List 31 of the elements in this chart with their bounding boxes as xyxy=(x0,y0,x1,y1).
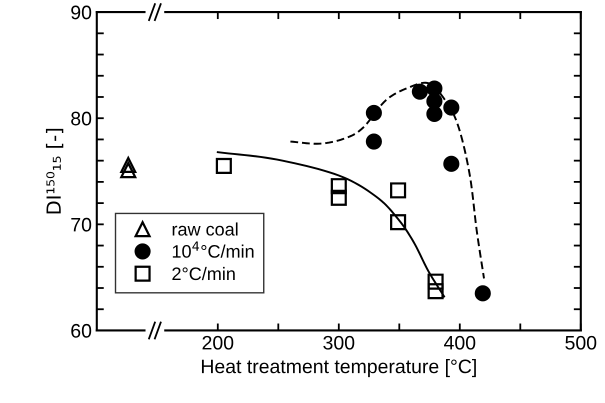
x-tick-label: 500 xyxy=(565,336,596,350)
y-tick-label: 80 xyxy=(71,112,92,126)
point xyxy=(366,134,382,150)
legend-label: raw coal xyxy=(172,222,238,236)
legend-label: 2°C/min xyxy=(172,266,235,280)
x-tick-label: 200 xyxy=(202,336,234,350)
y-axis-title: DI¹⁵⁰₁₅ [-] xyxy=(46,128,64,214)
x-tick-label: 300 xyxy=(323,336,354,350)
x-axis-title: Heat treatment temperature [°C] xyxy=(202,359,476,378)
point xyxy=(426,93,442,110)
point xyxy=(120,156,136,173)
y-tick-label: 60 xyxy=(71,324,92,338)
point xyxy=(366,104,382,121)
point xyxy=(426,106,442,122)
point xyxy=(428,283,444,300)
legend-label: 10$^{4}$°C/min xyxy=(172,242,254,258)
point xyxy=(390,182,406,198)
point xyxy=(120,162,136,178)
point xyxy=(474,285,491,302)
x-tick-label: 400 xyxy=(444,336,476,350)
point xyxy=(330,178,347,194)
point xyxy=(426,80,442,97)
y-tick-label: 90 xyxy=(71,6,92,20)
point xyxy=(443,100,460,116)
point xyxy=(216,158,232,174)
point xyxy=(390,214,406,230)
point xyxy=(428,274,444,290)
point xyxy=(412,84,428,100)
point xyxy=(443,156,460,172)
y-tick-label: 70 xyxy=(71,218,92,232)
point xyxy=(330,190,347,206)
